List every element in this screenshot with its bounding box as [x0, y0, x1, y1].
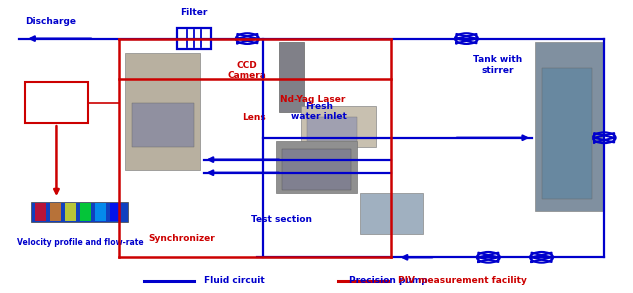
Bar — [301, 106, 375, 146]
Bar — [542, 68, 592, 199]
Text: Discharge: Discharge — [25, 17, 76, 25]
Text: Filter: Filter — [180, 8, 208, 17]
Text: Precision pump: Precision pump — [349, 276, 427, 285]
Text: Lens: Lens — [242, 113, 265, 122]
Text: PC: PC — [50, 98, 63, 107]
Bar — [125, 53, 201, 170]
Text: Velocity profile and flow-rate: Velocity profile and flow-rate — [16, 238, 143, 247]
Bar — [132, 103, 194, 146]
Bar — [307, 117, 357, 141]
Bar — [275, 141, 357, 193]
Text: Tank with
stirrer: Tank with stirrer — [473, 55, 522, 74]
Bar — [35, 203, 46, 221]
Bar — [279, 42, 304, 112]
Text: CCD
Camera: CCD Camera — [228, 61, 266, 80]
Text: Synchronizer: Synchronizer — [148, 234, 215, 243]
Text: Fluid circuit: Fluid circuit — [204, 276, 265, 285]
Bar — [360, 193, 423, 234]
Bar — [536, 42, 604, 211]
Bar — [282, 149, 351, 190]
Text: Fresh
water inlet: Fresh water inlet — [291, 102, 348, 121]
Bar — [80, 203, 91, 221]
Bar — [25, 82, 88, 123]
Text: Test section: Test section — [251, 215, 312, 224]
Bar — [110, 203, 121, 221]
Text: Nd-Yag Laser: Nd-Yag Laser — [280, 95, 346, 104]
Bar — [65, 203, 76, 221]
Bar — [32, 202, 128, 222]
Bar — [177, 28, 211, 49]
Text: PIV measurement facility: PIV measurement facility — [398, 276, 527, 285]
Bar — [94, 203, 106, 221]
Bar — [49, 203, 61, 221]
